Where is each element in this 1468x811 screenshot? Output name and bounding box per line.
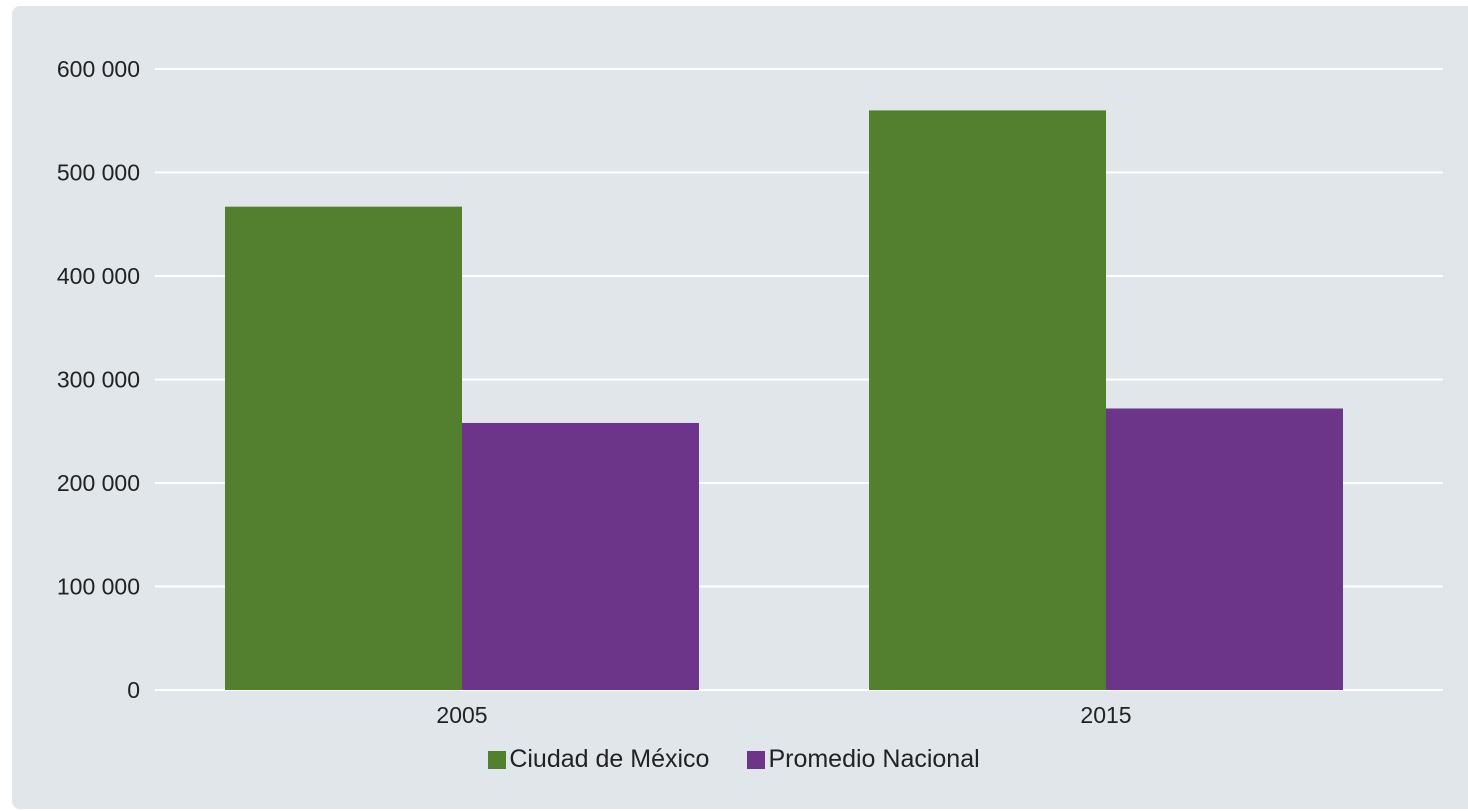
legend-swatch-ciudad-de-mexico — [488, 750, 507, 769]
y-tick-label: 0 — [127, 677, 140, 703]
x-tick-label: 2005 — [436, 702, 487, 728]
legend-label-promedio-nacional: Promedio Nacional — [768, 745, 980, 773]
bar-2005-ciudad-de-mexico — [225, 206, 462, 690]
legend-label-ciudad-de-mexico: Ciudad de México — [509, 745, 710, 773]
y-tick-label: 500 000 — [57, 160, 140, 186]
y-tick-label: 600 000 — [57, 56, 140, 82]
legend-item-promedio-nacional: Promedio Nacional — [747, 745, 980, 774]
bar-2005-promedio-nacional — [462, 422, 699, 690]
y-tick-label: 400 000 — [57, 263, 140, 289]
y-tick-label: 300 000 — [57, 367, 140, 393]
legend-item-ciudad-de-mexico: Ciudad de México — [488, 745, 709, 774]
y-tick-label: 200 000 — [57, 470, 140, 496]
x-tick-label: 2015 — [1080, 702, 1131, 728]
legend-swatch-promedio-nacional — [747, 750, 766, 769]
legend: Ciudad de México Promedio Nacional — [0, 745, 1468, 774]
bar-2015-promedio-nacional — [1106, 408, 1343, 690]
bar-2015-ciudad-de-mexico — [869, 110, 1106, 690]
y-tick-label: 100 000 — [57, 574, 140, 600]
